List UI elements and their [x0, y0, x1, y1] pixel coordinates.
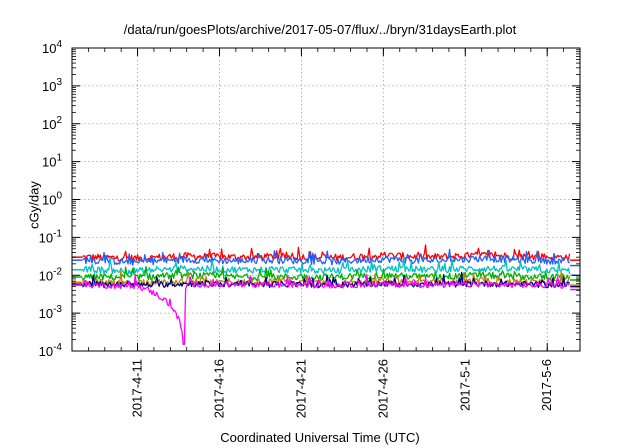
y-tick-label: 100: [42, 191, 62, 208]
series-line: [82, 248, 570, 266]
y-tick-label: 10-4: [39, 342, 63, 359]
x-axis-label: Coordinated Universal Time (UTC): [220, 430, 420, 445]
y-tick-label: 101: [42, 153, 62, 170]
x-tick-label: 2017-4-21: [293, 359, 308, 418]
y-tick-label: 102: [42, 115, 62, 132]
x-tick-label: 2017-4-11: [130, 359, 145, 417]
series-line: [81, 257, 571, 275]
y-axis: 10-4 10-3 10-2 10-1 100 101 102 103 104: [39, 39, 580, 359]
x-tick-label: 2017-4-16: [211, 359, 226, 418]
x-axis: 2017-4-11 2017-4-16 2017-4-21 2017-4-26 2017…: [71, 48, 581, 418]
grid: [72, 48, 580, 351]
y-tick-label: 103: [42, 77, 62, 94]
y-tick-label: 104: [42, 39, 62, 56]
x-tick-label: 2017-5-6: [539, 359, 554, 411]
chart-title: /data/run/goesPlots/archive/2017-05-07/f…: [123, 22, 517, 37]
series-line: [81, 265, 570, 281]
x-tick-label: 2017-4-26: [375, 359, 390, 418]
y-tick-label: 10-1: [39, 228, 63, 245]
series-line: [81, 274, 571, 345]
y-axis-label: cGy/day: [26, 181, 42, 229]
series-layer: [72, 244, 580, 345]
y-tick-label: 10-2: [39, 266, 63, 283]
y-tick-label: 10-3: [39, 304, 63, 321]
x-tick-label: 2017-5-1: [457, 359, 472, 411]
